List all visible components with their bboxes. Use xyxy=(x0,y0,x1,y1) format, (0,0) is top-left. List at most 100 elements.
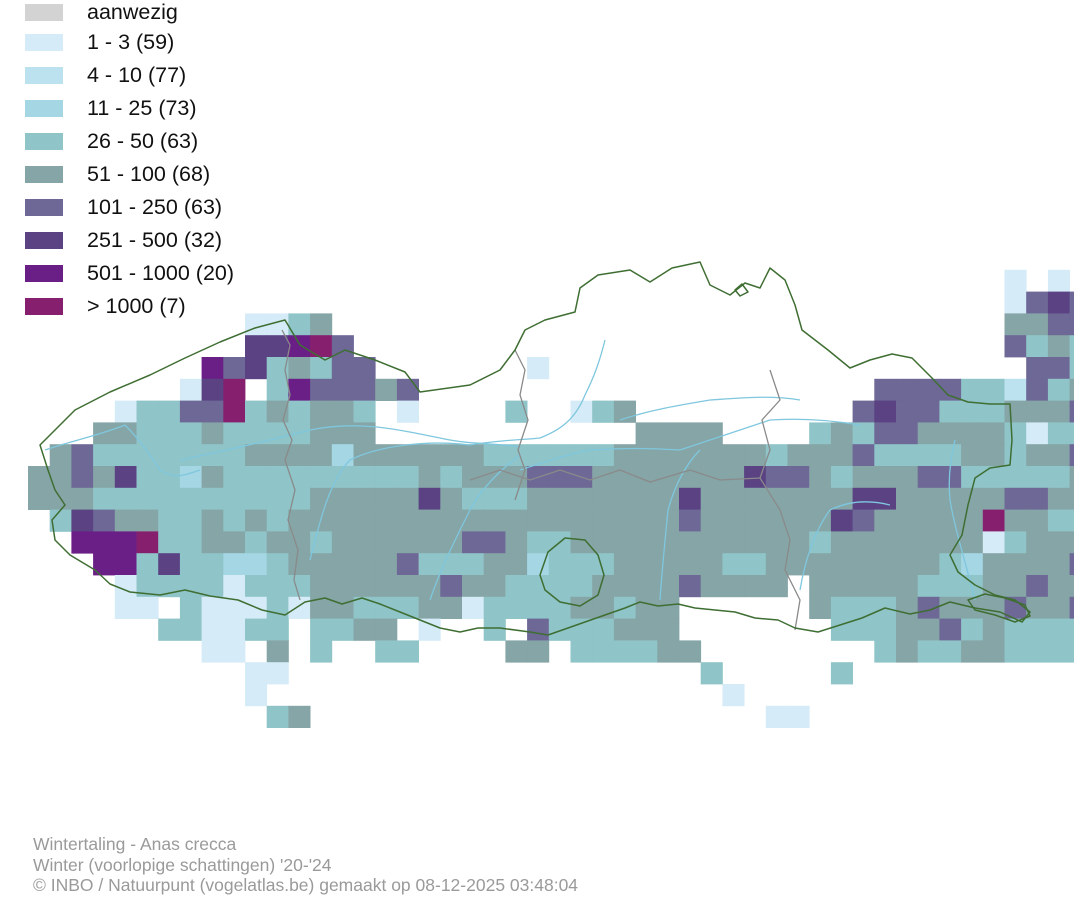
grid-cell xyxy=(613,466,636,489)
grid-cell xyxy=(874,378,897,401)
legend-item-gt-1000: > 1000 (7) xyxy=(25,294,325,318)
grid-cell xyxy=(852,553,875,576)
grid-cell xyxy=(592,487,615,510)
grid-cell xyxy=(179,509,202,532)
grid-cell xyxy=(288,357,311,380)
grid-cell xyxy=(201,357,224,380)
grid-cell xyxy=(1004,640,1027,663)
grid-cell xyxy=(1026,487,1049,510)
grid-cell xyxy=(939,378,962,401)
grid-cell xyxy=(613,487,636,510)
grid-cell xyxy=(679,509,702,532)
grid-cell xyxy=(353,575,376,598)
grid-cell xyxy=(744,509,767,532)
legend-swatch xyxy=(25,67,63,84)
grid-cell xyxy=(722,466,745,489)
grid-cell xyxy=(1047,269,1070,292)
grid-cell xyxy=(310,640,333,663)
grid-cell xyxy=(679,575,702,598)
grid-cell xyxy=(592,466,615,489)
grid-cell xyxy=(744,553,767,576)
grid-cell xyxy=(245,553,268,576)
grid-cell xyxy=(158,553,181,576)
grid-cell xyxy=(71,509,94,532)
grid-cell xyxy=(310,553,333,576)
grid-cell xyxy=(201,553,224,576)
grid-cell xyxy=(418,444,441,467)
grid-cell xyxy=(331,357,354,380)
grid-cell xyxy=(375,553,398,576)
grid-cell xyxy=(114,553,137,576)
grid-cell xyxy=(917,596,940,619)
grid-cell xyxy=(462,531,485,554)
grid-cell xyxy=(852,487,875,510)
grid-cell xyxy=(592,575,615,598)
grid-cell xyxy=(223,509,246,532)
grid-cell xyxy=(939,640,962,663)
grid-cell xyxy=(852,444,875,467)
grid-cell xyxy=(1026,596,1049,619)
grid-cell xyxy=(830,444,853,467)
grid-cell xyxy=(527,553,550,576)
grid-cell xyxy=(114,531,137,554)
grid-cell xyxy=(331,378,354,401)
grid-cell xyxy=(245,335,268,358)
grid-cell xyxy=(201,640,224,663)
grid-cell xyxy=(136,553,159,576)
grid-cell xyxy=(679,640,702,663)
grid-cell xyxy=(679,444,702,467)
grid-cell xyxy=(961,444,984,467)
grid-cell xyxy=(505,640,528,663)
grid-cell xyxy=(223,357,246,380)
grid-cell xyxy=(527,444,550,467)
grid-cell xyxy=(1069,313,1074,336)
grid-cell xyxy=(613,640,636,663)
grid-cell xyxy=(700,531,723,554)
grid-cell xyxy=(418,509,441,532)
grid-cell xyxy=(396,444,419,467)
grid-cell xyxy=(1026,400,1049,423)
grid-cell xyxy=(527,596,550,619)
grid-cell xyxy=(809,553,832,576)
grid-cell xyxy=(353,553,376,576)
grid-cell xyxy=(375,378,398,401)
grid-cell xyxy=(396,400,419,423)
grid-cell xyxy=(570,553,593,576)
grid-cell xyxy=(787,466,810,489)
grid-cell xyxy=(71,466,94,489)
river-schelde xyxy=(309,339,606,561)
grid-cell xyxy=(765,466,788,489)
grid-cell xyxy=(353,422,376,445)
grid-cell xyxy=(483,444,506,467)
grid-cell xyxy=(1026,553,1049,576)
grid-cell xyxy=(201,596,224,619)
grid-cell xyxy=(179,422,202,445)
legend-swatch xyxy=(25,34,63,51)
grid-cell xyxy=(223,487,246,510)
grid-cell xyxy=(700,553,723,576)
grid-cell xyxy=(982,618,1005,641)
grid-cell xyxy=(635,553,658,576)
grid-cell xyxy=(310,400,333,423)
grid-cell xyxy=(158,487,181,510)
grid-cell xyxy=(1069,400,1074,423)
grid-cell xyxy=(331,596,354,619)
river-demer xyxy=(679,418,861,451)
grid-cell xyxy=(613,509,636,532)
grid-cell xyxy=(896,618,919,641)
grid-cell xyxy=(548,444,571,467)
grid-cell xyxy=(245,487,268,510)
grid-cell xyxy=(744,575,767,598)
grid-cell xyxy=(93,509,116,532)
grid-cell xyxy=(1004,509,1027,532)
grid-cell xyxy=(418,575,441,598)
grid-cell xyxy=(809,575,832,598)
grid-cell xyxy=(592,509,615,532)
grid-cell xyxy=(288,509,311,532)
legend-item-4-10: 4 - 10 (77) xyxy=(25,63,325,87)
grid-cell xyxy=(483,531,506,554)
grid-cell xyxy=(1047,422,1070,445)
grid-cell xyxy=(288,313,311,336)
grid-cell xyxy=(223,444,246,467)
grid-cell xyxy=(765,705,788,728)
